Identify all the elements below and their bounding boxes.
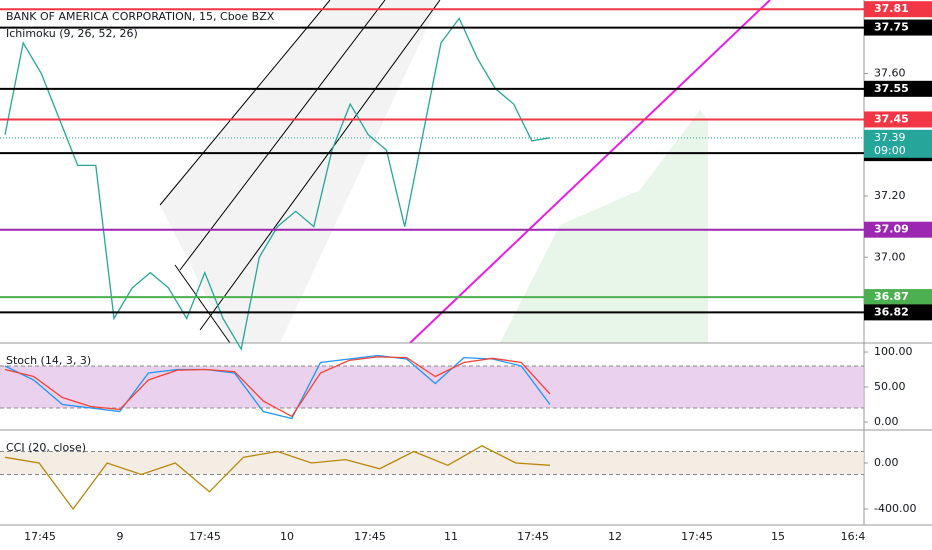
y-tick-label: 100.00: [874, 345, 913, 358]
x-tick-label: 17:45: [681, 530, 713, 543]
y-tick-label: 37.20: [874, 189, 906, 202]
level-tag: [864, 80, 932, 97]
level-label: 37.45: [874, 112, 909, 125]
y-tick-label: 37.60: [874, 67, 906, 80]
indicator-title: Stoch (14, 3, 3): [6, 354, 91, 367]
level-tag: [864, 304, 932, 321]
x-tick-label: 17:45: [517, 530, 549, 543]
level-label: 37.09: [874, 223, 909, 236]
level-tag: [864, 221, 932, 238]
cloud: [500, 110, 708, 343]
y-tick-label: 50.00: [874, 380, 906, 393]
level-label: 37.55: [874, 82, 909, 95]
y-tick-label: -400.00: [874, 502, 916, 515]
series-line: [4, 354, 551, 420]
level-tag: [864, 1, 932, 18]
level-tag: [864, 289, 932, 306]
chart-title: BANK OF AMERICA CORPORATION, 15, Cboe BZ…: [6, 10, 275, 23]
band: [0, 366, 864, 409]
indicator-title: CCI (20, close): [6, 441, 86, 454]
level-tag: [864, 19, 932, 36]
series-line: [4, 356, 551, 418]
x-tick-label: 11: [444, 530, 458, 543]
pitchfork: [159, 0, 441, 344]
x-tick-label: 9: [117, 530, 124, 543]
x-tick-label: 10: [280, 530, 294, 543]
x-tick-label: 17:45: [354, 530, 386, 543]
indicator-title: Ichimoku (9, 26, 52, 26): [6, 27, 138, 40]
countdown: 09:00: [874, 144, 906, 157]
band: [0, 451, 864, 475]
trend-line: [409, 0, 771, 344]
series-line: [4, 445, 551, 511]
level-label: 36.87: [874, 290, 909, 303]
level-label: 37.81: [874, 2, 909, 15]
x-tick-label: 16:4: [841, 530, 866, 543]
level-label: 37.75: [874, 21, 909, 34]
x-tick-label: 17:45: [189, 530, 221, 543]
y-tick-label: 0.00: [874, 456, 899, 469]
level-tag: [864, 111, 932, 128]
x-tick-label: 15: [771, 530, 785, 543]
y-tick-label: 0.00: [874, 415, 899, 428]
y-tick-label: 37.00: [874, 250, 906, 263]
price-label: 37.39: [874, 131, 906, 144]
price-tag: [864, 129, 932, 158]
series-line: [4, 17, 551, 351]
level-label: 36.82: [874, 305, 909, 318]
channel-fill: [160, 0, 440, 343]
x-tick-label: 17:45: [24, 530, 56, 543]
x-tick-label: 12: [608, 530, 622, 543]
